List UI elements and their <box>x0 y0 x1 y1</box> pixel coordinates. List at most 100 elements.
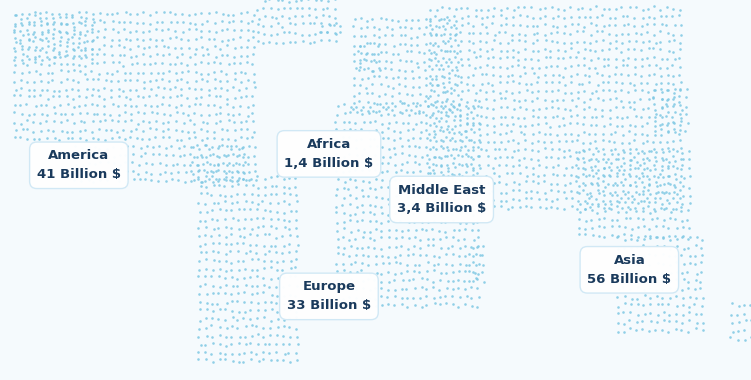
Point <box>150 118 162 124</box>
Point <box>75 118 87 124</box>
Point <box>195 243 207 249</box>
Point <box>348 58 360 64</box>
Point <box>315 21 327 27</box>
Point <box>552 47 564 53</box>
Point <box>502 154 514 160</box>
Point <box>80 54 92 60</box>
Point <box>72 44 84 51</box>
Point <box>240 117 252 124</box>
Point <box>53 28 65 34</box>
Point <box>450 146 462 152</box>
Point <box>667 119 679 125</box>
Point <box>436 99 448 105</box>
Point <box>611 234 623 241</box>
Point <box>139 150 151 157</box>
Point <box>674 122 686 128</box>
Point <box>107 144 119 150</box>
Point <box>108 160 120 166</box>
Point <box>662 71 674 78</box>
Point <box>170 54 182 60</box>
Point <box>635 31 647 37</box>
Point <box>605 147 617 153</box>
Point <box>225 291 237 298</box>
Point <box>152 178 164 184</box>
Point <box>449 179 461 185</box>
Point <box>650 111 662 117</box>
Point <box>62 135 74 141</box>
Point <box>620 209 632 215</box>
Point <box>466 194 478 200</box>
Point <box>645 278 657 284</box>
Point <box>182 37 194 43</box>
Point <box>138 110 150 116</box>
Point <box>451 50 463 56</box>
Point <box>330 204 342 210</box>
Point <box>409 121 421 127</box>
Point <box>264 208 276 214</box>
Point <box>221 95 233 101</box>
Point <box>264 174 276 180</box>
Point <box>557 74 569 80</box>
Point <box>257 274 269 280</box>
Point <box>462 105 474 111</box>
Point <box>353 66 365 73</box>
Point <box>638 223 650 230</box>
Point <box>662 128 674 135</box>
Point <box>364 202 376 208</box>
Point <box>375 234 387 240</box>
Point <box>259 176 271 182</box>
Point <box>369 296 382 302</box>
Point <box>612 329 624 335</box>
Point <box>436 143 448 149</box>
Point <box>430 30 442 36</box>
Point <box>222 37 234 43</box>
Point <box>660 205 672 211</box>
Point <box>625 245 637 252</box>
Point <box>598 234 610 240</box>
Point <box>8 44 20 51</box>
Point <box>592 70 604 76</box>
Point <box>29 12 41 18</box>
Point <box>184 54 196 60</box>
Point <box>586 90 598 96</box>
Point <box>630 173 642 179</box>
Point <box>240 340 252 347</box>
Point <box>610 56 622 62</box>
Point <box>405 58 417 64</box>
Point <box>158 52 170 59</box>
Point <box>369 127 382 133</box>
Point <box>226 323 238 329</box>
Point <box>447 186 459 192</box>
Point <box>252 307 264 314</box>
Point <box>152 84 164 90</box>
Point <box>637 188 649 194</box>
Point <box>258 314 270 320</box>
Point <box>376 129 388 135</box>
Point <box>145 171 157 177</box>
Point <box>225 168 237 174</box>
Point <box>403 143 415 149</box>
Point <box>617 284 629 290</box>
Point <box>330 30 342 36</box>
Point <box>675 320 687 326</box>
Point <box>8 79 20 85</box>
Point <box>487 21 499 27</box>
Point <box>171 93 183 99</box>
Point <box>628 106 640 112</box>
Point <box>189 21 201 27</box>
Point <box>656 155 668 162</box>
Point <box>606 192 618 198</box>
Point <box>586 207 598 213</box>
Point <box>527 40 539 46</box>
Point <box>315 29 327 35</box>
Point <box>551 29 563 35</box>
Point <box>674 40 686 46</box>
Point <box>94 17 106 24</box>
Point <box>525 3 537 10</box>
Point <box>284 306 296 312</box>
Point <box>454 261 466 267</box>
Point <box>480 173 492 179</box>
Point <box>453 253 465 259</box>
Text: Europe
33 Billion $: Europe 33 Billion $ <box>287 280 371 312</box>
Point <box>114 162 126 168</box>
